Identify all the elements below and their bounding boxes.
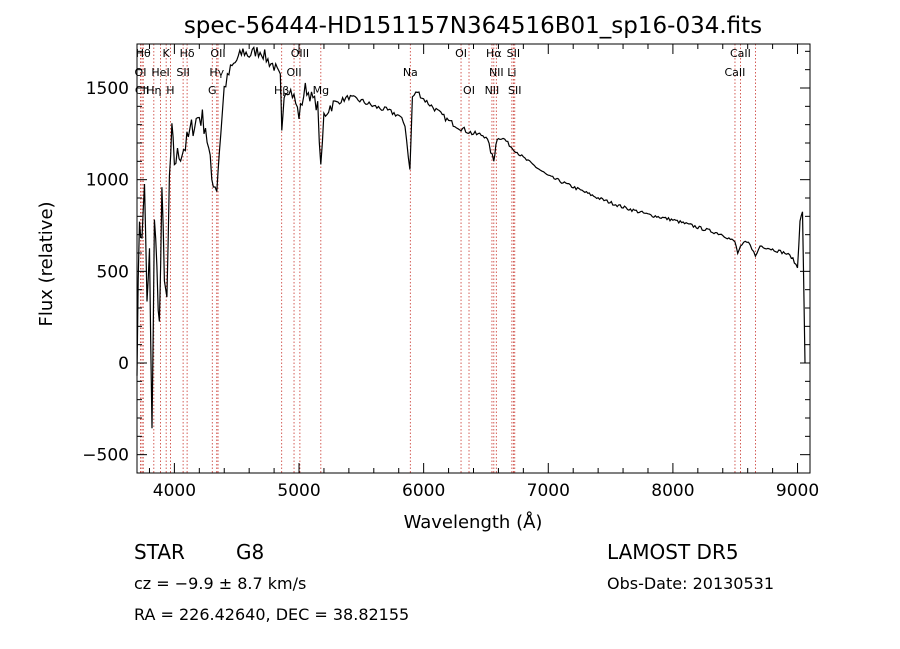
line-marker-label: OIII	[291, 47, 309, 60]
line-marker-label: OI	[463, 84, 475, 97]
x-tick-label: 9000	[776, 481, 819, 501]
line-marker-labels: Hθ K Hδ OII OIII OI Hα SII CaII OI HeI SII Hγ OII Na NI…	[135, 0, 766, 97]
line-markers	[140, 44, 756, 473]
line-marker-label: HeI	[151, 66, 169, 79]
line-marker-label: OI	[455, 47, 467, 60]
x-tick-label: 7000	[527, 481, 570, 501]
line-marker-label: Li	[507, 66, 516, 79]
x-axis-label: Wavelength (Å)	[404, 511, 543, 533]
line-marker-label: Hα	[486, 47, 502, 60]
survey-name: LAMOST DR5	[607, 540, 739, 564]
object-subclass: G8	[236, 540, 264, 564]
x-tick-label: 8000	[651, 481, 694, 501]
line-marker-label: SII	[176, 66, 189, 79]
series-flux-line	[136, 45, 806, 429]
x-tick-label: 5000	[277, 481, 320, 501]
plot-frame	[136, 43, 811, 474]
chart-title: spec-56444-HD151157N364516B01_sp16-034.f…	[184, 13, 762, 39]
y-tick-label: 1500	[86, 79, 129, 99]
line-marker-label: Na	[403, 66, 418, 79]
line-marker-label: OII	[286, 66, 301, 79]
line-marker-label: Hη	[146, 84, 161, 97]
redshift-cz: cz = −9.9 ± 8.7 km/s	[134, 574, 306, 593]
y-tick-label: 0	[118, 354, 129, 374]
x-axis-ticks: 4000 5000 6000 7000 8000 9000	[148, 44, 819, 501]
y-tick-label: −500	[82, 446, 129, 466]
line-marker-label: Hγ	[209, 66, 224, 79]
line-marker-label: NII	[485, 84, 500, 97]
y-tick-label: 500	[97, 262, 129, 282]
object-class: STAR	[134, 540, 185, 564]
line-marker-label: H	[166, 84, 174, 97]
line-marker-label: CaII	[725, 66, 746, 79]
y-axis-label: Flux (relative)	[36, 201, 57, 326]
x-tick-label: 6000	[402, 481, 445, 501]
line-marker-label: NII	[489, 66, 504, 79]
line-marker-label: CaII	[730, 47, 751, 60]
ra-dec: RA = 226.42640, DEC = 38.82155	[134, 605, 409, 624]
line-marker-label: Hδ	[180, 47, 195, 60]
observation-date: Obs-Date: 20130531	[607, 574, 774, 593]
line-marker-label: CaII	[745, 0, 766, 3]
line-marker-label: K	[163, 47, 171, 60]
line-marker-label: SII	[508, 84, 521, 97]
x-tick-label: 4000	[153, 481, 196, 501]
line-marker-label: OII	[210, 47, 225, 60]
line-marker-label: Hθ	[136, 47, 151, 60]
line-marker-label: G	[208, 84, 217, 97]
line-marker-label: Mg	[313, 84, 329, 97]
line-marker-label: CII	[135, 84, 149, 97]
y-tick-label: 1000	[86, 171, 129, 191]
line-marker-label: OI	[135, 66, 147, 79]
line-marker-label: SII	[507, 47, 520, 60]
y-axis-ticks: −500 0 500 1000 1500	[82, 50, 810, 474]
